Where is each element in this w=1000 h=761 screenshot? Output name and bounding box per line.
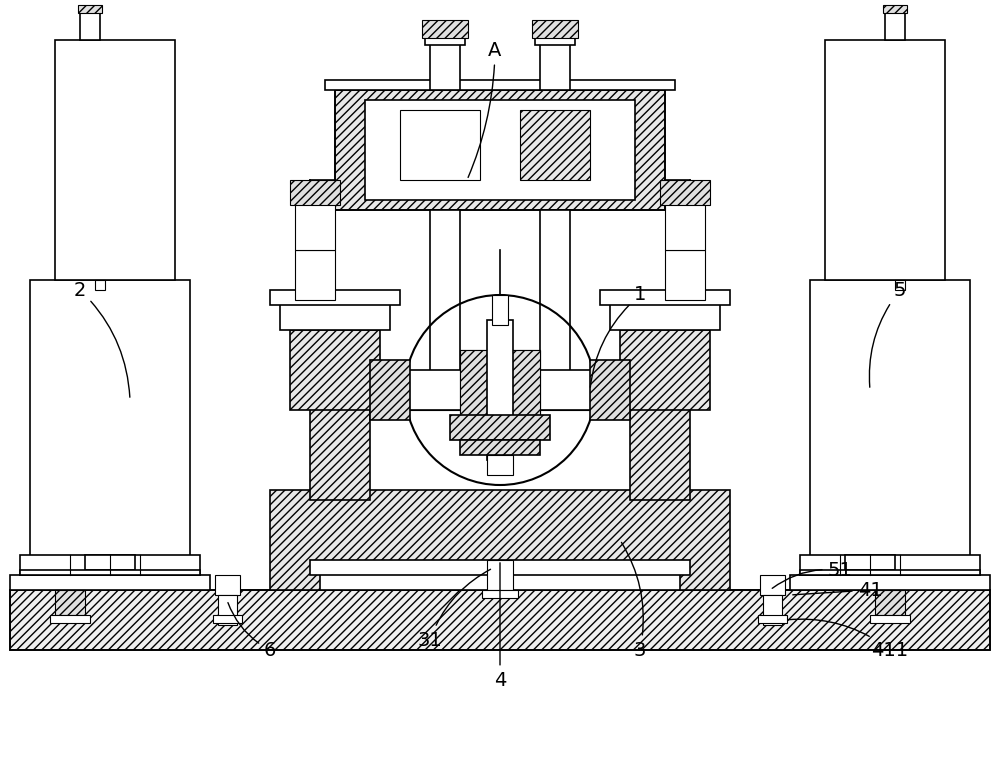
- Bar: [487, 455, 513, 475]
- Bar: [800, 555, 980, 575]
- Bar: [450, 415, 550, 440]
- Bar: [875, 590, 905, 615]
- Bar: [620, 330, 710, 410]
- Bar: [280, 300, 390, 330]
- Bar: [395, 370, 605, 410]
- Bar: [520, 110, 590, 180]
- Bar: [55, 590, 85, 615]
- Bar: [55, 40, 175, 280]
- Bar: [310, 560, 690, 575]
- Text: A: A: [468, 40, 502, 177]
- Bar: [10, 590, 990, 650]
- Text: 411: 411: [788, 619, 909, 660]
- Bar: [760, 575, 785, 595]
- Bar: [540, 210, 570, 390]
- Bar: [270, 290, 400, 305]
- Bar: [78, 5, 102, 13]
- Bar: [290, 330, 380, 410]
- Bar: [270, 490, 730, 590]
- Bar: [763, 595, 782, 625]
- Bar: [425, 35, 465, 45]
- Bar: [825, 40, 945, 280]
- Bar: [365, 100, 635, 200]
- Bar: [95, 280, 105, 290]
- Bar: [630, 390, 690, 500]
- Bar: [10, 590, 990, 650]
- Bar: [870, 615, 910, 623]
- Bar: [320, 570, 680, 590]
- Bar: [80, 10, 100, 40]
- Text: 6: 6: [228, 603, 276, 660]
- Bar: [460, 350, 540, 430]
- Bar: [325, 80, 675, 90]
- Bar: [460, 350, 540, 430]
- Bar: [460, 440, 540, 455]
- Bar: [590, 360, 630, 420]
- Bar: [213, 615, 242, 623]
- Bar: [370, 360, 410, 420]
- Text: 4: 4: [494, 563, 506, 689]
- Bar: [400, 110, 480, 180]
- Bar: [665, 250, 705, 300]
- Bar: [20, 555, 200, 575]
- Bar: [895, 280, 905, 290]
- Bar: [883, 5, 907, 13]
- Bar: [885, 10, 905, 40]
- Bar: [532, 20, 578, 38]
- Bar: [660, 180, 710, 205]
- Bar: [482, 590, 518, 598]
- Text: 3: 3: [621, 543, 646, 660]
- Bar: [487, 320, 513, 460]
- Bar: [335, 90, 665, 210]
- Bar: [665, 200, 705, 250]
- Bar: [335, 90, 665, 210]
- Bar: [845, 555, 895, 570]
- Bar: [422, 20, 468, 38]
- Bar: [290, 180, 340, 205]
- Bar: [790, 575, 990, 590]
- Bar: [10, 575, 210, 590]
- Bar: [430, 40, 460, 90]
- Bar: [30, 280, 190, 570]
- Bar: [800, 570, 980, 575]
- Bar: [600, 290, 730, 305]
- Bar: [295, 200, 335, 250]
- Bar: [810, 280, 970, 570]
- Bar: [535, 35, 575, 45]
- Bar: [218, 595, 237, 625]
- Text: 41: 41: [793, 581, 882, 600]
- Bar: [85, 555, 135, 570]
- Text: 5: 5: [869, 281, 906, 387]
- Bar: [20, 570, 200, 575]
- Text: 51: 51: [772, 561, 852, 588]
- Bar: [380, 380, 620, 410]
- Text: 31: 31: [418, 569, 491, 649]
- Bar: [540, 40, 570, 90]
- Bar: [758, 615, 787, 623]
- Bar: [310, 390, 370, 500]
- Bar: [487, 560, 513, 590]
- Bar: [215, 575, 240, 595]
- Text: 1: 1: [590, 285, 646, 387]
- Bar: [295, 250, 335, 300]
- Bar: [430, 210, 460, 390]
- Bar: [492, 295, 508, 325]
- Text: 2: 2: [74, 281, 130, 397]
- Bar: [50, 615, 90, 623]
- Bar: [610, 300, 720, 330]
